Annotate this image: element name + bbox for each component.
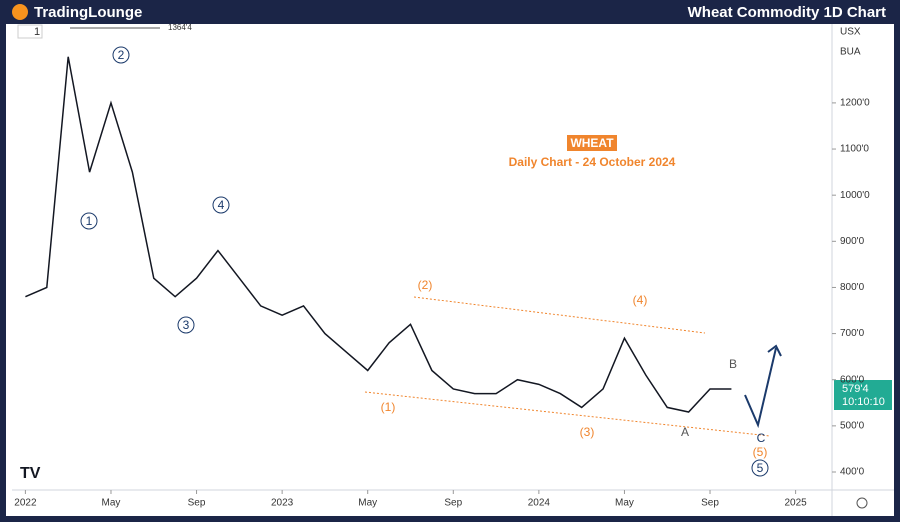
countdown: 10:10:10 bbox=[842, 396, 885, 408]
projection-arrow bbox=[744, 347, 777, 429]
wave-label: (2) bbox=[418, 278, 433, 292]
last-price-box bbox=[834, 380, 892, 410]
currency: USX bbox=[840, 27, 861, 38]
brand: TradingLounge bbox=[34, 4, 142, 21]
wave-label: 3 bbox=[183, 318, 190, 332]
wave-label: C bbox=[757, 431, 766, 445]
wave-label: B bbox=[729, 357, 737, 371]
wave-label: (4) bbox=[633, 293, 648, 307]
settings-icon bbox=[856, 497, 868, 509]
x-tick-label: May bbox=[102, 498, 121, 509]
wave-label: 1 bbox=[86, 214, 93, 228]
wave-circle bbox=[212, 196, 230, 214]
x-tick-label: 2022 bbox=[14, 498, 37, 509]
symbol: WHEAT bbox=[570, 136, 614, 150]
y-tick-label: 500'0 bbox=[840, 421, 865, 432]
interval: 1 bbox=[34, 26, 40, 38]
panel bbox=[6, 24, 894, 516]
x-tick-label: 2023 bbox=[271, 498, 294, 509]
interval-box bbox=[17, 24, 43, 39]
wave-label: 2 bbox=[118, 48, 125, 62]
channel-top bbox=[413, 296, 706, 334]
x-tick-label: Sep bbox=[701, 498, 719, 509]
wave-circle bbox=[80, 212, 98, 230]
x-tick-label: Sep bbox=[444, 498, 462, 509]
x-tick-label: May bbox=[615, 498, 634, 509]
arrow-head bbox=[767, 344, 782, 357]
subtitle: Daily Chart - 24 October 2024 bbox=[509, 155, 676, 169]
wave-circle bbox=[112, 46, 130, 64]
x-tick-label: Sep bbox=[188, 498, 206, 509]
last-price: 579'4 bbox=[842, 383, 869, 395]
y-tick-label: 1000'0 bbox=[840, 190, 870, 201]
y-tick-label: 400'0 bbox=[840, 467, 865, 478]
y-tick-label: 700'0 bbox=[840, 328, 865, 339]
y-tick-label: 1200'0 bbox=[840, 98, 870, 109]
y-tick-label: 900'0 bbox=[840, 236, 865, 247]
wave-label: (1) bbox=[381, 400, 396, 414]
price-line bbox=[25, 56, 732, 413]
chart-title: Wheat Commodity 1D Chart bbox=[688, 4, 886, 21]
symbol-box bbox=[567, 135, 617, 151]
high-label: 1364'4 bbox=[168, 23, 192, 32]
y-tick-label: 600'0 bbox=[840, 374, 865, 385]
wave-label: (3) bbox=[580, 425, 595, 439]
wave-label: (5) bbox=[753, 445, 768, 459]
wave-circle bbox=[751, 459, 769, 477]
y-tick-label: 1100'0 bbox=[840, 144, 869, 155]
x-tick-label: 2025 bbox=[784, 498, 807, 509]
wave-label: 5 bbox=[757, 461, 764, 475]
y-tick-label: 800'0 bbox=[840, 282, 865, 293]
wave-label: 4 bbox=[218, 198, 225, 212]
wave-circle bbox=[177, 316, 195, 334]
order-side: BUA bbox=[840, 47, 861, 58]
wave-label: A bbox=[681, 425, 689, 439]
x-tick-label: May bbox=[358, 498, 377, 509]
logo-icon bbox=[12, 4, 28, 20]
x-tick-label: 2024 bbox=[528, 498, 551, 509]
tv-logo: TV bbox=[20, 465, 41, 482]
